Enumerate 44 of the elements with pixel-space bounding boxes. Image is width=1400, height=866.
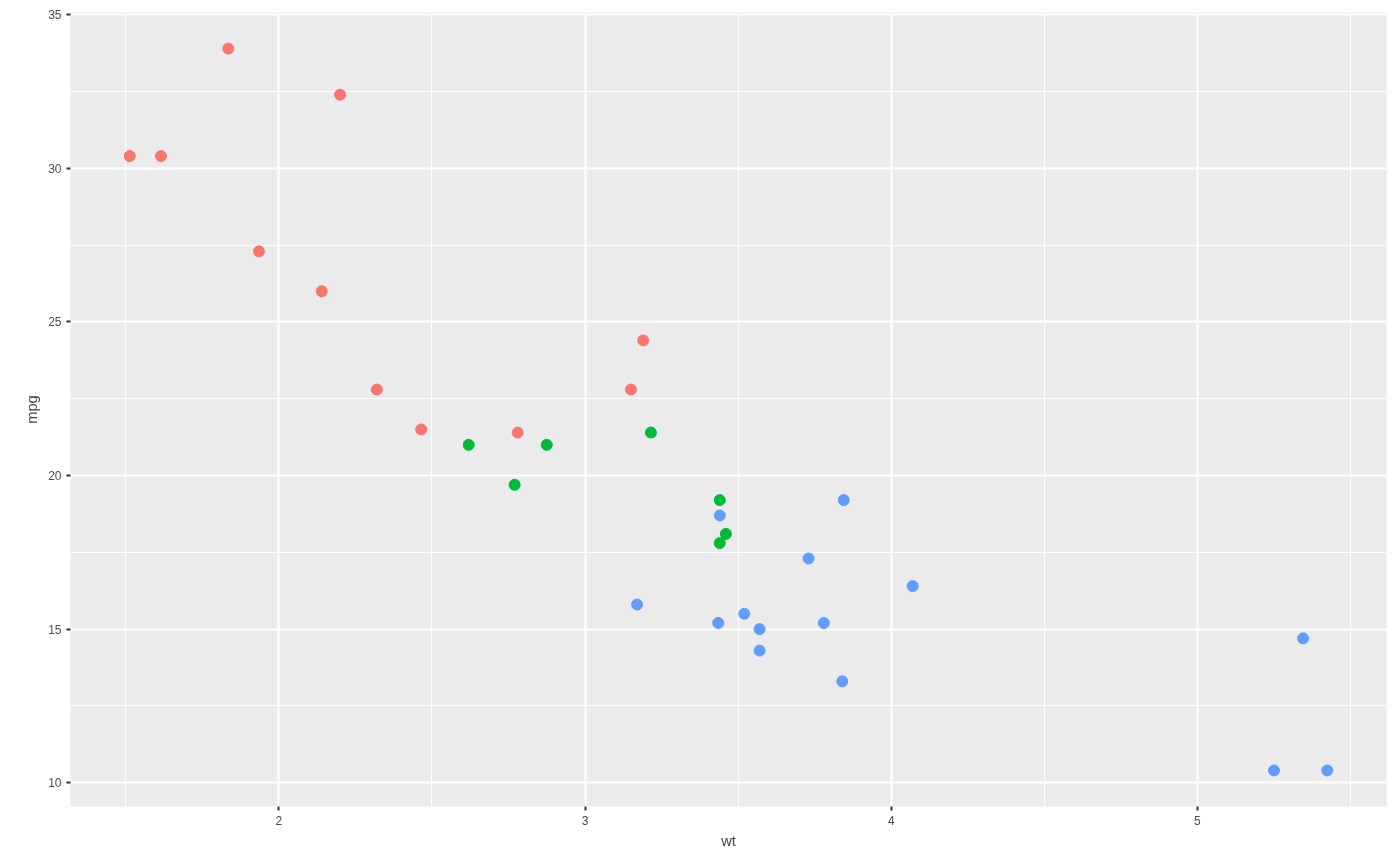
point xyxy=(511,426,524,439)
point xyxy=(315,285,328,298)
y-tick-label: 35 xyxy=(48,8,62,23)
point xyxy=(637,334,650,347)
point xyxy=(906,580,919,593)
point xyxy=(1267,764,1280,777)
y-tick-label: 25 xyxy=(48,315,62,330)
point xyxy=(123,150,136,163)
x-tick-label: 5 xyxy=(1194,813,1202,828)
point xyxy=(738,607,751,620)
point xyxy=(802,552,815,565)
point xyxy=(540,438,553,451)
y-tick-label: 30 xyxy=(48,161,62,176)
x-axis-title: wt xyxy=(720,832,736,849)
y-tick-label: 20 xyxy=(48,469,62,484)
point xyxy=(719,527,732,540)
point xyxy=(753,644,766,657)
point xyxy=(415,423,428,436)
x-tick-label: 3 xyxy=(581,813,589,828)
point xyxy=(713,494,726,507)
point xyxy=(462,438,475,451)
point xyxy=(713,537,726,550)
point xyxy=(1297,632,1310,645)
point xyxy=(631,598,644,611)
point xyxy=(1321,764,1334,777)
y-tick-label: 10 xyxy=(48,776,62,791)
point xyxy=(334,88,347,101)
x-tick-label: 4 xyxy=(887,813,895,828)
point xyxy=(837,494,850,507)
x-tick-label: 2 xyxy=(275,813,283,828)
point xyxy=(222,42,235,55)
point xyxy=(252,245,265,258)
point xyxy=(154,150,167,163)
point xyxy=(712,616,725,629)
point xyxy=(644,426,657,439)
point xyxy=(817,616,830,629)
point xyxy=(836,675,849,688)
point xyxy=(508,478,521,491)
point xyxy=(713,509,726,522)
y-tick-label: 15 xyxy=(48,622,62,637)
point xyxy=(753,623,766,636)
y-axis-title: mpg xyxy=(24,395,41,424)
point xyxy=(624,383,637,396)
point xyxy=(370,383,383,396)
